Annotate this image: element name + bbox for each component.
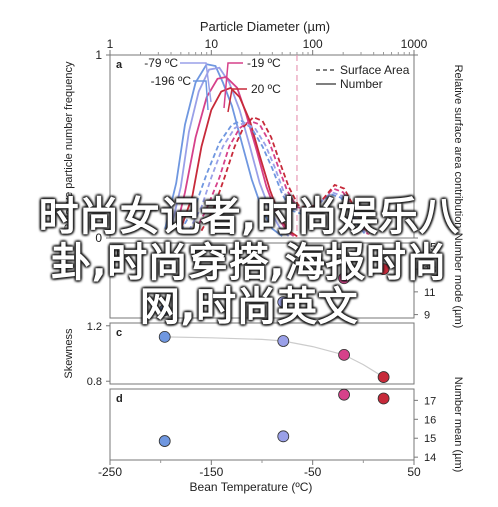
bottom-tick-label: -50 (304, 465, 322, 479)
b-y2label: Number mode (µm) (452, 233, 464, 329)
annotation-label: -19 ºC (247, 56, 281, 70)
d-data-point (377, 392, 390, 405)
watermark-line-2: 卦,时尚穿搭,海报时尚 (51, 240, 447, 286)
panel-letter-c: c (116, 327, 122, 339)
a-y2label: Relative surface area contribution (452, 65, 464, 229)
series-line--196-c-number (164, 63, 283, 237)
panel-frame-a (109, 54, 415, 239)
series-line-20-c-surface-area (200, 116, 370, 235)
panel-letter-b: b (116, 247, 123, 259)
top-tick-label: 100 (303, 37, 323, 51)
d-y2-tick-label: 15 (424, 433, 436, 445)
annotation-leader (193, 80, 209, 111)
legend-label: Surface Area (340, 63, 410, 77)
annotation-leader (180, 62, 212, 103)
panel-letter-d: d (116, 393, 123, 405)
a-y-tick-label: 1 (95, 48, 102, 62)
c-y-tick-label: 1.2 (87, 321, 102, 333)
top-tick-label: 10 (205, 37, 219, 51)
series-line--196-c-surface-area (180, 119, 366, 235)
bottom-tick-label: -150 (199, 465, 223, 479)
series-line--19-c-surface-area (194, 119, 369, 235)
a-ylabel: Relative particle number frequency (63, 61, 75, 231)
d-y2-tick-label: 14 (424, 452, 436, 464)
top-axis-label: Particle Diameter (µm) (200, 19, 330, 34)
b-y2-tick-label: 13 (424, 264, 436, 276)
c-data-point (277, 335, 290, 347)
b-y2-tick-label: 11 (424, 287, 435, 299)
watermark-line-1: 时尚女记者,时尚娱乐八 (38, 194, 460, 240)
d-data-point (158, 435, 171, 447)
d-y2-tick-label: 17 (424, 395, 436, 407)
b-data-point (338, 272, 350, 285)
annotation-label: -79 ºC (144, 56, 178, 70)
legend-label: Number (340, 77, 383, 91)
d-data-point (277, 430, 290, 443)
series-line-20-c-number (179, 86, 298, 237)
watermark-line-3: 网,时尚英文 (139, 284, 359, 330)
c-ylabel: Skewness (63, 328, 75, 379)
series-line--19-c-number (175, 76, 295, 237)
b-y2-tick-label: 9 (424, 310, 430, 322)
bottom-tick-label: -250 (98, 465, 122, 479)
c-data-point (338, 348, 350, 361)
b-y2-tick-label: 15 (424, 241, 436, 253)
c-trend-curve (164, 336, 384, 378)
top-tick-label: 1 (107, 37, 114, 51)
d-y2-tick-label: 16 (424, 414, 436, 426)
panel-frame-d (109, 388, 415, 461)
series-line--79-c-number (170, 66, 290, 237)
annotation-leader (223, 62, 243, 109)
annotation-leader (227, 88, 247, 113)
b-data-point (158, 304, 171, 316)
annotation-label: 20 ºC (251, 82, 281, 96)
series-line--79-c-surface-area (188, 121, 368, 235)
d-data-point (338, 388, 350, 401)
c-y-tick-label: 0.8 (87, 376, 102, 388)
bottom-axis-label: Bean Temperature (ºC) (190, 480, 313, 494)
d-y2label: Number mean (µm) (452, 377, 464, 473)
panel-letter-a: a (116, 59, 123, 71)
b-data-point (277, 296, 290, 308)
c-data-point (158, 330, 171, 343)
panel-frame-b (109, 242, 415, 319)
annotation-label: -196 ºC (151, 74, 192, 88)
top-tick-label: 1000 (401, 37, 428, 51)
a-y-tick-label: 0 (95, 231, 102, 245)
b-data-point (377, 263, 390, 276)
bottom-tick-label: 50 (407, 465, 421, 479)
c-data-point (377, 371, 390, 383)
panel-frame-c (109, 322, 415, 385)
